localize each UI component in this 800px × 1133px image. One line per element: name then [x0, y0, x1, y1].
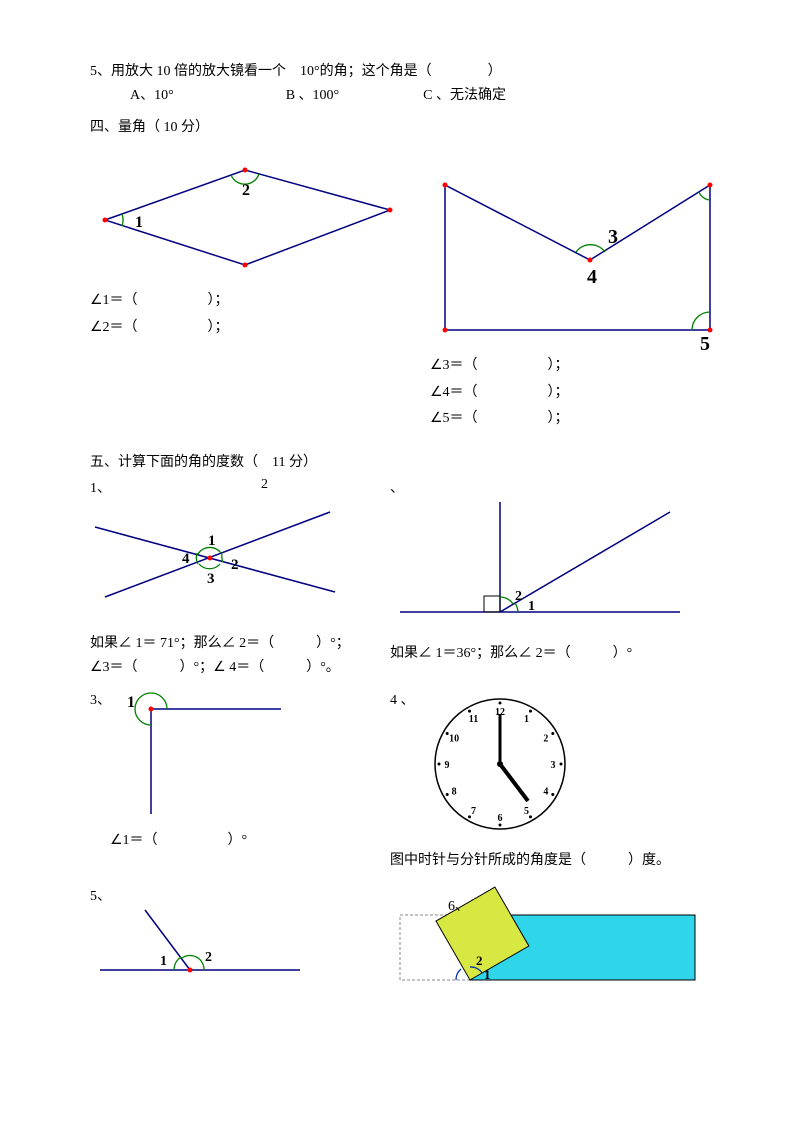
svg-text:1: 1: [127, 694, 135, 711]
q2-label-num: 2: [261, 477, 268, 497]
rotated-square-diagram: 2 1 6、: [390, 885, 700, 995]
q1-text1: 如果∠ 1＝ 71°；那么∠ 2＝（ ）°；: [90, 632, 390, 656]
angle4-answer: ∠4＝（ ）；: [430, 380, 730, 407]
angle2-answer: ∠2＝（ ）；: [90, 315, 430, 342]
q5-options: A、10° B 、100° C 、无法确定: [130, 84, 710, 104]
svg-text:11: 11: [468, 714, 477, 725]
section4-title: 四、量角（ 10 分）: [90, 116, 710, 136]
svg-text:2: 2: [476, 953, 483, 968]
q1-text2: ∠3＝（ ）°；∠ 4＝（ ）°。: [90, 656, 390, 680]
section5-title: 五、计算下面的角的度数（ 11 分）: [90, 451, 710, 471]
q2-label-comma: 、: [390, 481, 404, 496]
q3-label: 3、: [90, 689, 111, 709]
perpendicular-lines-diagram: 2 1: [390, 497, 690, 627]
svg-text:1: 1: [524, 714, 529, 725]
intersecting-lines-diagram: 1 2 3 4: [90, 497, 340, 617]
svg-text:1: 1: [208, 533, 216, 549]
svg-text:1: 1: [484, 967, 491, 982]
q6-label: 6、: [448, 899, 469, 914]
svg-text:10: 10: [449, 734, 459, 745]
svg-text:5: 5: [524, 806, 529, 817]
svg-text:3: 3: [550, 760, 555, 771]
q2-text: 如果∠ 1＝36°；那么∠ 2＝（ ）°: [390, 642, 710, 666]
angle5-answer: ∠5＝（ ）；: [430, 406, 730, 433]
svg-text:2: 2: [231, 557, 239, 573]
q5-label: 5、: [90, 885, 390, 905]
svg-text:2: 2: [242, 182, 250, 199]
q4-label: 4 、: [390, 689, 415, 839]
svg-text:1: 1: [135, 214, 143, 231]
svg-text:4: 4: [543, 787, 548, 798]
svg-text:6: 6: [497, 813, 502, 824]
svg-text:1: 1: [528, 599, 535, 614]
svg-text:3: 3: [207, 571, 215, 587]
angle3-answer: ∠3＝（ ）；: [430, 353, 730, 380]
svg-text:9: 9: [444, 760, 449, 771]
svg-text:5: 5: [700, 333, 710, 355]
svg-text:1: 1: [160, 954, 167, 969]
svg-text:2: 2: [205, 950, 212, 965]
q5-prompt: 5、用放大 10 倍的放大镜看一个 10°的角；这个角是（ ）: [90, 60, 710, 80]
polygon-diagram: 3 4 5: [430, 140, 730, 340]
svg-text:4: 4: [182, 551, 190, 567]
q4-text: 图中时针与分针所成的角度是（ ）度。: [390, 849, 710, 873]
q1-label: 1、: [90, 477, 111, 497]
svg-text:2: 2: [543, 734, 548, 745]
svg-text:8: 8: [451, 787, 456, 798]
reflex-angle-diagram: 1: [111, 689, 291, 819]
svg-text:7: 7: [471, 806, 476, 817]
straight-angle-diagram: 1 2: [90, 905, 310, 985]
svg-text:2: 2: [515, 589, 522, 604]
svg-text:4: 4: [587, 266, 597, 288]
angle1-answer: ∠1＝（ ）；: [90, 288, 430, 315]
clock-diagram: 121234567891011: [425, 689, 575, 839]
q3-text: ∠1＝（ ）°: [110, 829, 390, 853]
rhombus-diagram: 1 2: [90, 140, 400, 275]
svg-text:3: 3: [608, 226, 618, 248]
